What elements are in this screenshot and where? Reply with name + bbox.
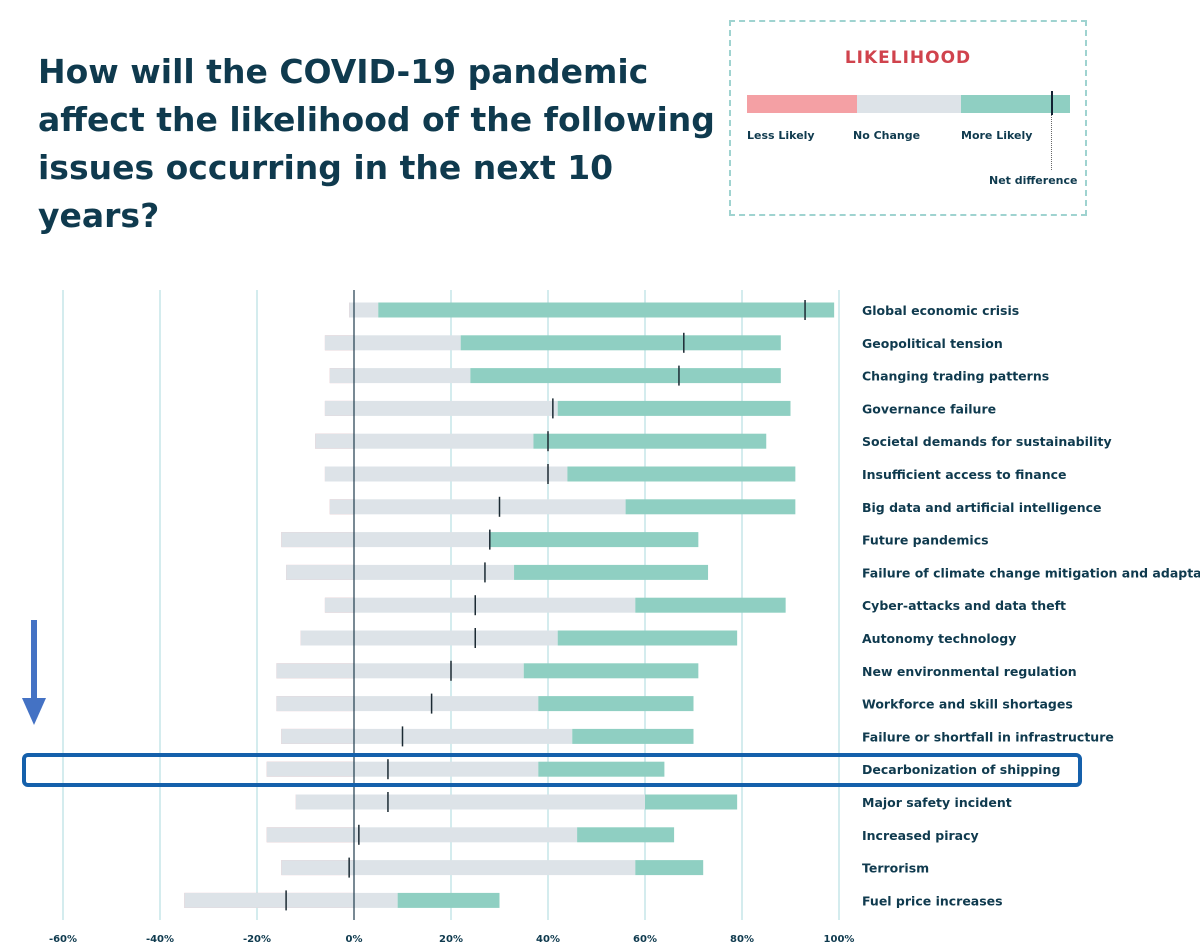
bar-no-change	[281, 860, 636, 876]
bar-no-change	[349, 302, 379, 318]
category-label: Increased piracy	[862, 828, 979, 843]
bar-no-change	[276, 663, 524, 679]
category-label: Failure of climate change mitigation and…	[862, 565, 1200, 580]
bar-no-change	[324, 335, 461, 351]
bar-more-likely	[489, 532, 699, 548]
category-label: Big data and artificial intelligence	[862, 500, 1101, 515]
chart-title: How will the COVID-19 pandemic affect th…	[38, 52, 715, 235]
bar-more-likely	[572, 728, 694, 744]
legend-swatch-less-likely	[747, 95, 857, 113]
bar-no-change	[315, 433, 534, 449]
category-label: Terrorism	[862, 861, 929, 876]
legend-title: LIKELIHOOD	[844, 48, 972, 68]
legend-label-net-difference: Net difference	[989, 174, 1078, 187]
x-tick-label: 80%	[730, 934, 754, 945]
bar-more-likely	[523, 663, 699, 679]
x-tick-label: 0%	[346, 934, 363, 945]
highlight-frame	[22, 753, 1082, 787]
category-label: Future pandemics	[862, 533, 989, 548]
bar-no-change	[329, 499, 626, 515]
legend: LIKELIHOOD Less Likely No Change More Li…	[729, 20, 1087, 216]
bar-no-change	[276, 696, 539, 712]
bar-no-change	[324, 466, 568, 482]
category-label: Decarbonization of shipping	[862, 762, 1060, 777]
category-label: New environmental regulation	[862, 664, 1077, 679]
category-label: Failure or shortfall in infrastructure	[862, 729, 1114, 744]
legend-swatch-no-change	[857, 95, 961, 113]
category-label: Fuel price increases	[862, 893, 1003, 908]
bar-more-likely	[514, 564, 709, 580]
x-tick-label: 60%	[633, 934, 657, 945]
category-label: Insufficient access to finance	[862, 467, 1067, 482]
x-tick-label: -20%	[243, 934, 271, 945]
category-label: Workforce and skill shortages	[862, 697, 1073, 712]
legend-label-more-likely: More Likely	[961, 129, 1033, 142]
category-label: Major safety incident	[862, 795, 1012, 810]
x-tick-label: -40%	[146, 934, 174, 945]
x-tick-label: 40%	[536, 934, 560, 945]
bar-more-likely	[533, 433, 767, 449]
category-label: Cyber-attacks and data theft	[862, 598, 1066, 613]
category-label: Societal demands for sustainability	[862, 434, 1112, 449]
bar-more-likely	[470, 368, 781, 384]
bar-more-likely	[567, 466, 796, 482]
x-tick-label: 20%	[439, 934, 463, 945]
bar-no-change	[295, 794, 645, 810]
bar-no-change	[324, 597, 636, 613]
bar-no-change	[300, 630, 558, 646]
bar-no-change	[329, 368, 471, 384]
category-label: Geopolitical tension	[862, 336, 1003, 351]
bar-more-likely	[625, 499, 796, 515]
category-label: Governance failure	[862, 401, 996, 416]
x-tick-label: -60%	[49, 934, 77, 945]
category-label: Global economic crisis	[862, 303, 1019, 318]
legend-label-no-change: No Change	[853, 129, 921, 142]
legend-swatch-more-likely	[961, 95, 1070, 113]
bar-more-likely	[538, 696, 694, 712]
bar-no-change	[286, 564, 515, 580]
x-tick-label: 100%	[824, 934, 855, 945]
bar-no-change	[266, 827, 578, 843]
arrow-down-icon	[22, 620, 46, 725]
bar-no-change	[281, 728, 573, 744]
bar-more-likely	[577, 827, 675, 843]
bar-more-likely	[397, 892, 500, 908]
category-label: Changing trading patterns	[862, 369, 1049, 384]
bar-more-likely	[460, 335, 781, 351]
legend-net-marker	[1051, 91, 1053, 115]
bar-no-change	[281, 532, 490, 548]
bar-more-likely	[538, 761, 665, 777]
bar-no-change	[324, 400, 558, 416]
bar-more-likely	[635, 860, 704, 876]
bar-no-change	[184, 892, 398, 908]
legend-label-less-likely: Less Likely	[747, 129, 815, 142]
bar-more-likely	[645, 794, 738, 810]
bar-more-likely	[557, 630, 738, 646]
bar-more-likely	[635, 597, 786, 613]
bar-more-likely	[557, 400, 791, 416]
bar-more-likely	[378, 302, 835, 318]
category-label: Autonomy technology	[862, 631, 1016, 646]
bar-no-change	[266, 761, 539, 777]
legend-net-leader	[1051, 115, 1052, 170]
